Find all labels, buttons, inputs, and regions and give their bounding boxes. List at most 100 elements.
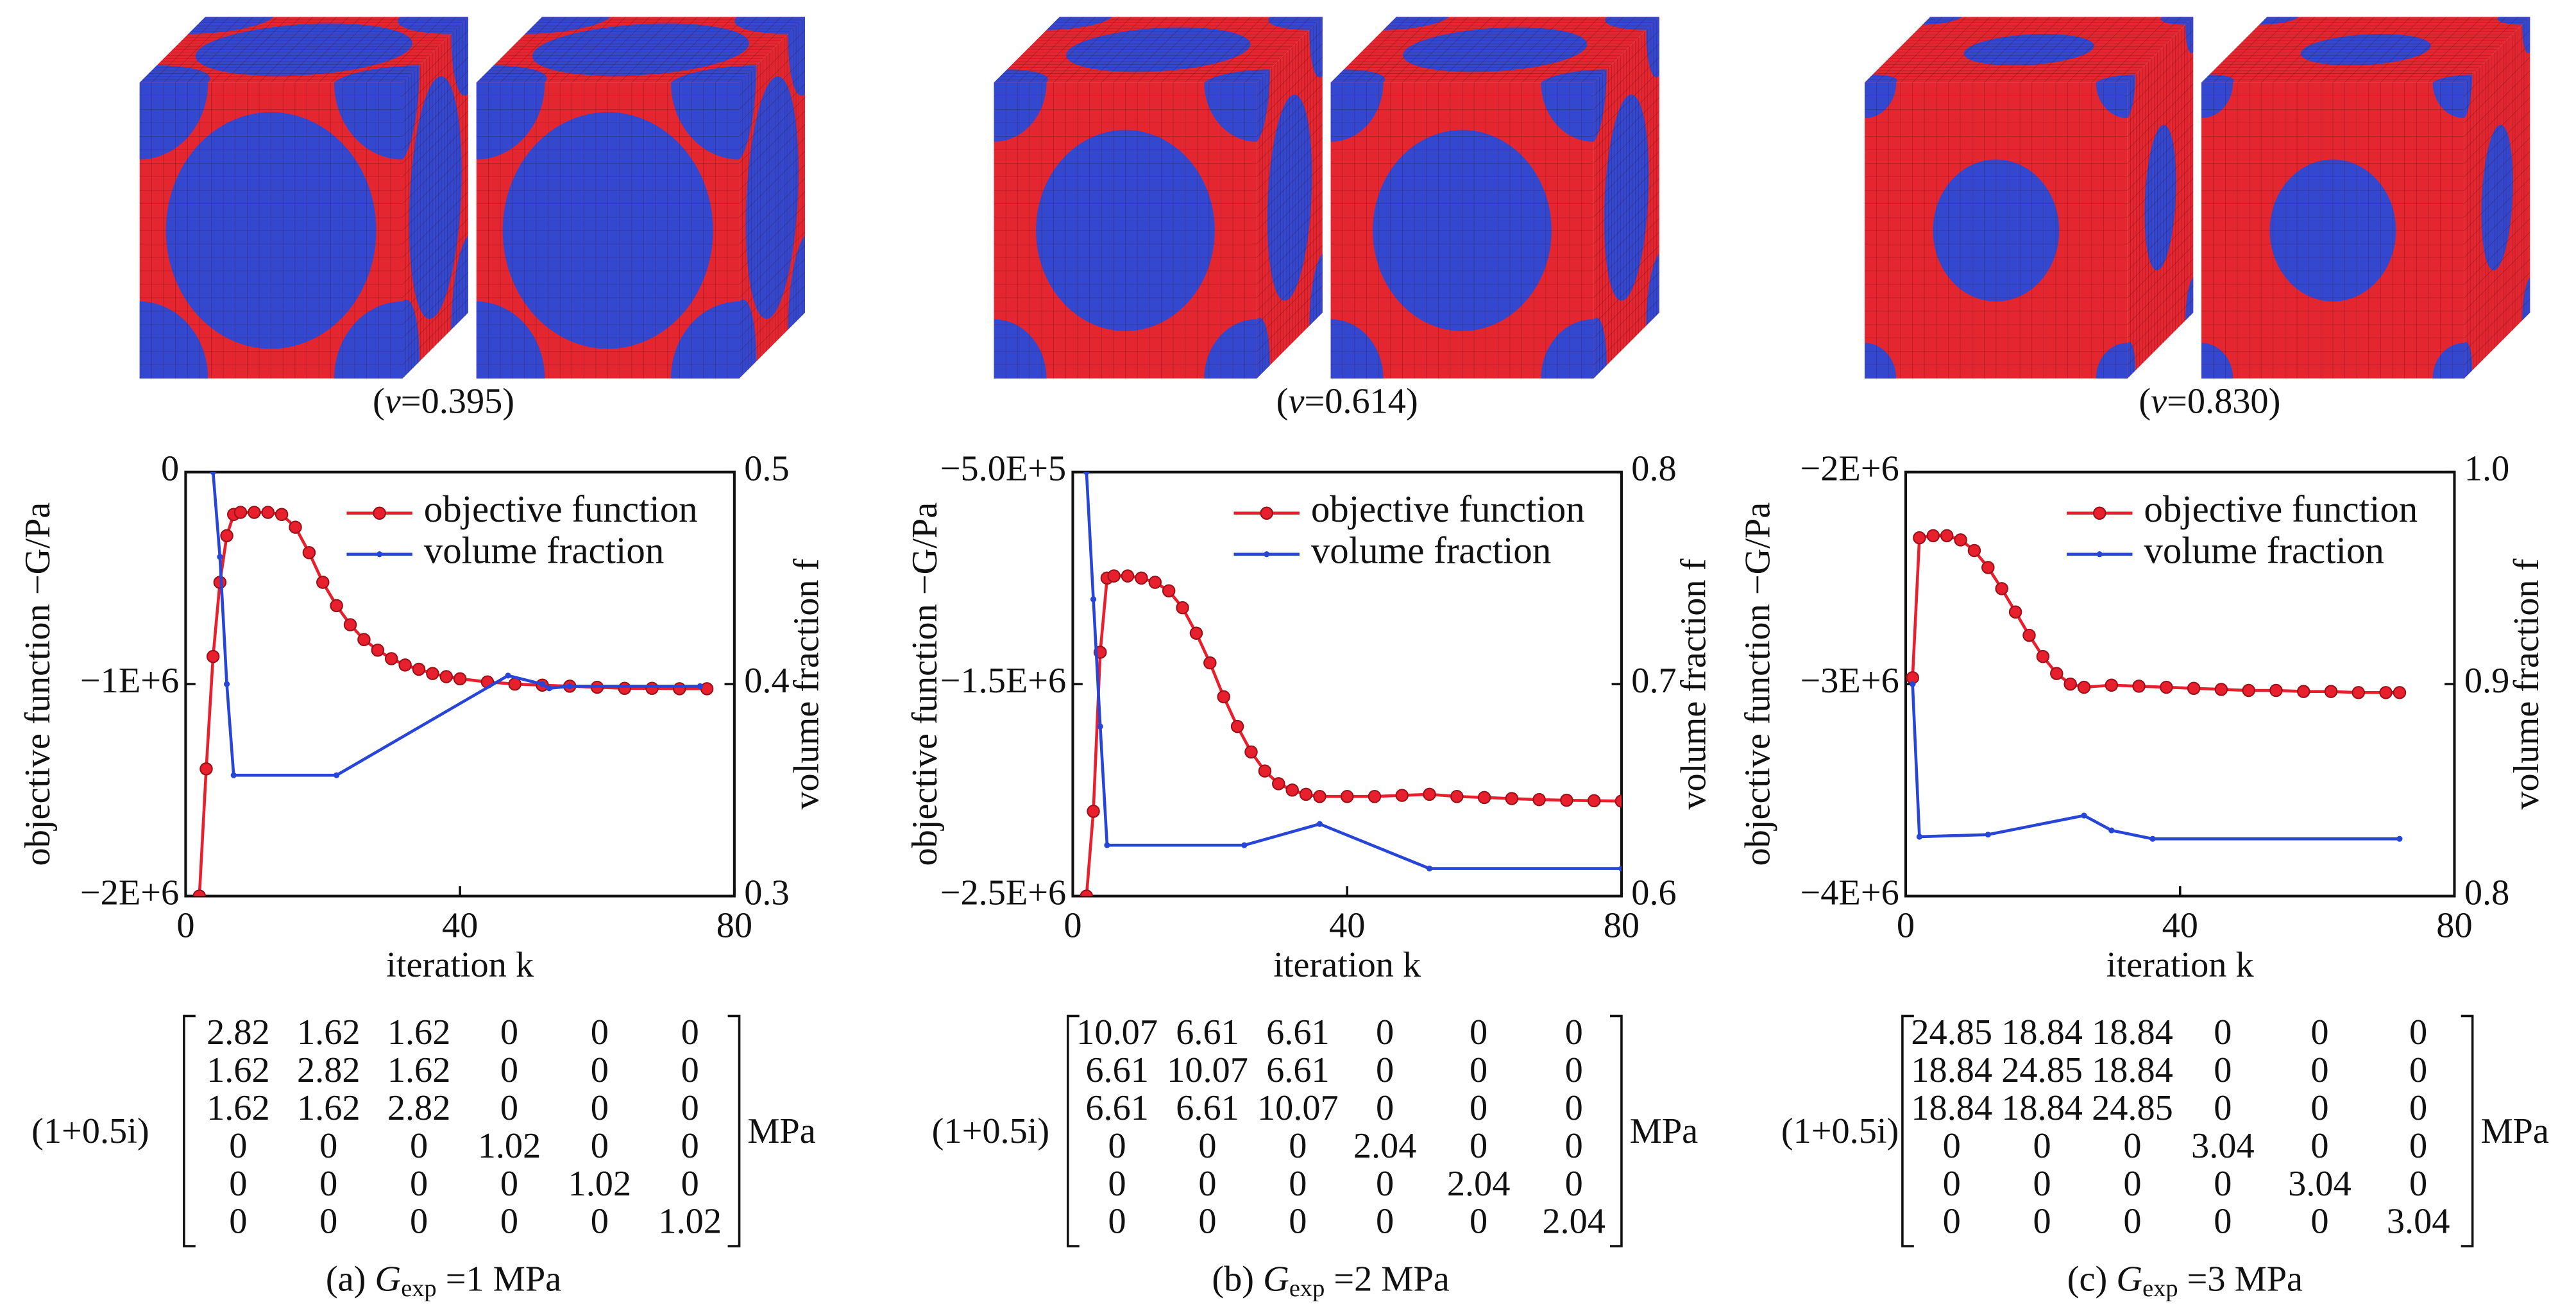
data-point [2187,681,2201,695]
volume-label-part: ( [373,382,385,422]
y2-tick-label: 0.3 [744,873,789,912]
legend-marker [2096,551,2103,558]
data-point [2351,686,2366,699]
matrix-entry: 1.62 [387,1050,451,1090]
data-point [2379,686,2393,699]
y2-tick-label: 1.0 [2464,449,2509,489]
matrix-entry: 1.02 [658,1202,722,1242]
x-tick-label: 0 [176,906,194,946]
plot-area [1080,472,1622,896]
data-point [505,672,511,679]
data-point [566,683,573,690]
data-point [1244,745,1258,759]
volume-label: (v=0.830) [2139,382,2280,422]
x-tick-label: 0 [1063,906,1081,946]
matrix-entry: 0 [410,1126,428,1166]
data-point [645,681,659,695]
data-point [1162,584,1176,597]
matrix-entry: 24.85 [2001,1050,2083,1090]
data-point [1313,789,1326,803]
caption: (c) Gexp =3 MPa [2067,1259,2303,1302]
matrix-entry: 1.62 [387,1013,451,1052]
matrix-entry: 0 [1565,1164,1583,1204]
data-point [1189,626,1203,640]
x-tick-label: 40 [1329,906,1365,946]
matrix-entry: 0 [2310,1088,2328,1128]
matrix-entry: 0 [229,1126,247,1166]
unit-label: MPa [2480,1111,2548,1151]
data-point [2214,683,2228,696]
matrix-entry: 0 [2409,1126,2427,1166]
bracket-left [183,1014,196,1247]
data-point [697,683,704,690]
y-tick-label: −2E+6 [80,873,179,912]
cube-face [2162,9,2570,90]
caption-part: exp [2142,1275,2178,1302]
data-point [1967,543,1981,558]
data-point [1241,842,1248,848]
volume-label-part: =0.395 [401,382,503,422]
y-tick-label: −5.0E+5 [940,449,1067,489]
matrix-entry: 0 [2310,1013,2328,1052]
matrix-entry: 10.07 [1076,1013,1158,1052]
y-tick-label: −2.5E+6 [940,873,1067,912]
data-point [453,672,467,686]
data-point [1395,789,1409,802]
matrix-entry: 0 [1376,1050,1394,1090]
matrix-entry: 0 [2409,1013,2427,1052]
caption-part: =3 MPa [2178,1259,2303,1299]
cube [391,0,891,472]
legend-marker [1264,551,1270,558]
cube-face [391,0,891,99]
matrix-entry: 18.84 [2001,1088,2083,1128]
matrix-entry: 0 [410,1202,428,1242]
matrix-entry: 24.85 [1911,1013,1992,1052]
matrix-entry: 1.62 [207,1050,270,1090]
matrix-entry: 0 [229,1164,247,1204]
bracket-left [1067,1014,1080,1247]
volume-label-part: v [385,382,401,422]
matrix-entry: 2.82 [387,1088,451,1128]
data-point [1258,764,1272,778]
cube [928,0,1388,450]
cube-face [942,23,1310,437]
data-point [1217,690,1230,704]
cube-face [928,4,1388,96]
data-point [1176,601,1189,615]
data-point [1203,656,1217,670]
volume-label-part: =0.830 [2167,382,2269,422]
data-point [357,633,371,646]
matrix-entry: 0 [591,1126,609,1166]
data-point [1995,582,2008,595]
data-point [439,670,453,683]
matrix-entry: 0 [681,1013,699,1052]
data-point [1614,794,1622,808]
caption-part: G [1263,1259,1289,1299]
caption-part: exp [401,1275,436,1302]
matrix-entry: 0 [681,1126,699,1166]
matrix-entry: 0 [1289,1126,1307,1166]
data-point [2396,835,2403,842]
cube-face [1826,9,2233,90]
cube [55,0,554,472]
data-point [1913,531,1926,545]
matrix-entry: 0 [1470,1202,1487,1242]
matrix-entry: 0 [319,1202,337,1242]
matrix-entry: 1.02 [568,1164,632,1204]
series-line [1911,683,2400,841]
legend-marker [1260,506,1273,520]
data-point [1299,787,1313,801]
matrix-entry: 0 [1376,1202,1394,1242]
data-point [412,662,426,676]
matrix-entry: 1.02 [478,1126,541,1166]
caption-part: (c) [2067,1259,2117,1299]
data-point [1618,865,1622,872]
volume-label-part: ( [2139,382,2151,422]
cube-face [2170,47,2496,414]
data-point [261,506,275,519]
data-point [2160,680,2173,694]
cube [1826,0,2233,422]
data-point [217,554,223,560]
data-point [199,762,213,776]
y2-tick-label: 0.5 [744,449,789,489]
